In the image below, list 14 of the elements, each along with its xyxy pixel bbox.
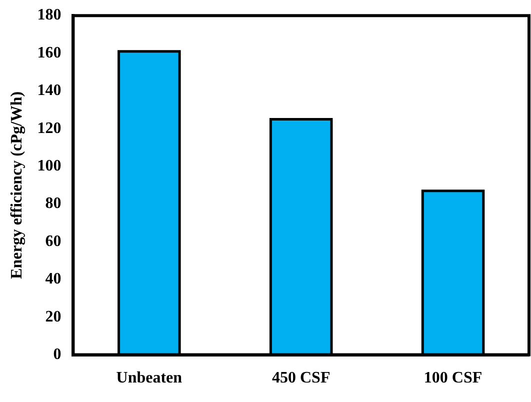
- y-tick-label: 120: [37, 120, 62, 137]
- y-tick-label: 100: [37, 157, 62, 174]
- y-tick-label: 80: [45, 195, 62, 212]
- x-tick-label: 450 CSF: [272, 370, 330, 387]
- x-tick-label: 100 CSF: [424, 370, 482, 387]
- y-tick-label: 40: [45, 270, 62, 288]
- y-tick-label: 140: [37, 82, 62, 100]
- y-tick-label: 180: [37, 6, 62, 24]
- y-tick-label: 0: [53, 346, 62, 363]
- y-tick-label: 20: [45, 308, 62, 326]
- y-axis-title: Energy efficiency (cPg/Wh): [8, 91, 26, 279]
- x-tick-label: Unbeaten: [116, 370, 182, 387]
- y-tick-label: 160: [37, 44, 62, 62]
- y-tick-label: 60: [45, 232, 62, 250]
